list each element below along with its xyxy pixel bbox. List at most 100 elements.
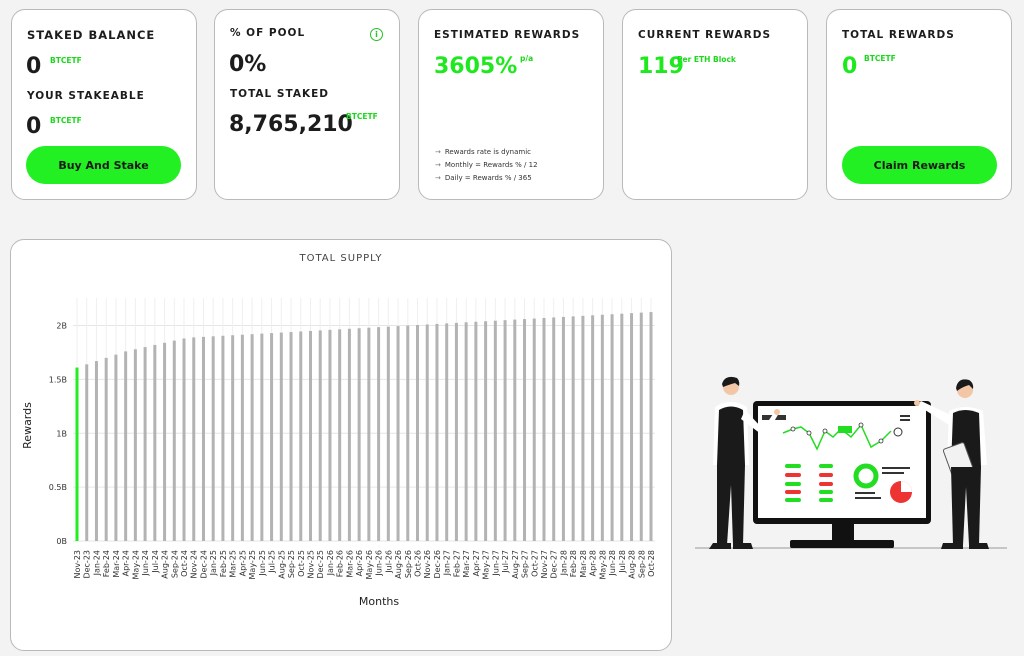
staked-balance-label: STAKED BALANCE (27, 28, 156, 42)
x-tick-label: Mar-28 (579, 550, 588, 578)
x-tick-label: Jul-26 (384, 550, 393, 574)
x-tick-label: Jan-27 (443, 550, 452, 576)
bar (153, 344, 157, 541)
staked-balance-card: STAKED BALANCE 0 BTCETF YOUR STAKEABLE 0… (11, 9, 197, 200)
x-tick-label: Nov-26 (423, 550, 432, 578)
bar (581, 315, 585, 541)
x-tick-label: Sep-25 (287, 550, 296, 578)
x-tick-label: Dec-24 (199, 550, 208, 579)
arrow-right-icon: → (435, 174, 441, 182)
pool-value: 0% (229, 52, 267, 77)
x-tick-label: Jan-28 (559, 550, 568, 576)
x-tick-label: Aug-28 (628, 550, 637, 579)
estimated-rewards-unit: p/a (520, 54, 534, 63)
x-tick-label: Jun-24 (141, 550, 150, 577)
bar (289, 332, 293, 541)
x-tick-label: Jul-25 (268, 550, 277, 574)
x-tick-label: Mar-25 (229, 550, 238, 578)
x-tick-label: Feb-27 (452, 550, 461, 577)
bar (367, 327, 371, 541)
bar (260, 333, 264, 541)
current-rewards-card: CURRENT REWARDS 119 Per ETH Block (622, 9, 808, 200)
pool-label: % OF POOL (230, 27, 306, 39)
x-tick-label: Dec-25 (316, 550, 325, 579)
business-people-dashboard-illustration (695, 376, 1007, 549)
bar (484, 321, 488, 541)
bar (308, 330, 312, 541)
bar (328, 329, 332, 541)
x-tick-label: Apr-26 (355, 550, 364, 576)
stakeable-unit: BTCETF (50, 116, 82, 125)
x-tick-label: Feb-28 (569, 550, 578, 577)
y-tick-label: 2B (56, 322, 67, 331)
bar (591, 315, 595, 541)
x-tick-label: Feb-26 (336, 550, 345, 577)
estimated-rewards-value: 3605% (434, 54, 518, 79)
y-tick-label: 0.5B (49, 483, 67, 492)
bar (561, 316, 565, 541)
rewards-notes: → Rewards rate is dynamic → Monthly = Rewa… (435, 146, 538, 185)
x-tick-label: Jan-26 (326, 550, 335, 576)
x-tick-label: Nov-23 (73, 550, 82, 578)
x-tick-label: Jul-28 (618, 550, 627, 574)
bar (571, 316, 575, 541)
x-tick-label: Dec-27 (550, 550, 559, 579)
chart-title: TOTAL SUPPLY (299, 253, 383, 264)
x-axis-label: Months (359, 595, 399, 608)
bar (133, 349, 137, 541)
x-tick-label: May-28 (598, 550, 607, 579)
x-tick-label: Jun-27 (491, 550, 500, 577)
y-tick-label: 0B (56, 537, 67, 546)
x-tick-label: Sep-28 (637, 550, 646, 578)
x-tick-label: Apr-24 (122, 550, 131, 576)
x-tick-label: Feb-24 (102, 550, 111, 577)
y-tick-label: 1B (56, 429, 67, 438)
bar (211, 336, 215, 541)
current-rewards-label: CURRENT REWARDS (638, 29, 772, 41)
bar (552, 317, 556, 541)
x-tick-label: Nov-25 (306, 550, 315, 578)
bar (532, 318, 536, 541)
buy-and-stake-button[interactable]: Buy And Stake (26, 146, 181, 184)
claim-rewards-button[interactable]: Claim Rewards (842, 146, 997, 184)
bar (338, 329, 342, 541)
bar (221, 335, 225, 541)
bar (386, 326, 390, 541)
bar (75, 367, 79, 541)
x-tick-label: Oct-27 (530, 550, 539, 577)
x-tick-label: May-25 (248, 550, 257, 579)
bar (630, 313, 634, 541)
x-tick-label: Oct-25 (297, 550, 306, 577)
x-tick-label: Jan-25 (209, 550, 218, 576)
info-icon[interactable]: i (370, 28, 383, 41)
x-tick-label: Apr-27 (472, 550, 481, 576)
bar (318, 330, 322, 541)
bar (163, 342, 167, 541)
staked-balance-value: 0 (26, 54, 42, 79)
stakeable-label: YOUR STAKEABLE (27, 90, 145, 102)
bar (639, 312, 643, 541)
bar (182, 338, 186, 541)
bar (85, 364, 89, 541)
bar (94, 361, 98, 541)
bar (513, 319, 517, 541)
bar (396, 326, 400, 541)
note-item: → Monthly = Rewards % / 12 (435, 161, 538, 169)
staked-balance-unit: BTCETF (50, 56, 82, 65)
bar (416, 325, 420, 541)
x-tick-label: Aug-27 (511, 550, 520, 579)
estimated-rewards-card: ESTIMATED REWARDS 3605% p/a → Rewards rat… (418, 9, 604, 200)
x-tick-label: Sep-27 (521, 550, 530, 578)
x-tick-label: May-26 (365, 550, 374, 579)
x-tick-label: Oct-24 (180, 550, 189, 577)
x-tick-label: Feb-25 (219, 550, 228, 577)
bar (610, 314, 614, 541)
total-rewards-unit: BTCETF (864, 54, 896, 63)
arrow-right-icon: → (435, 148, 441, 156)
x-tick-label: Nov-27 (540, 550, 549, 578)
bar (620, 313, 624, 541)
x-tick-label: May-27 (482, 550, 491, 579)
estimated-rewards-label: ESTIMATED REWARDS (434, 29, 581, 41)
x-tick-label: Oct-28 (647, 550, 656, 577)
total-supply-chart: TOTAL SUPPLY 0B 0.5B 1B 1.5B 2B Nov-23 Dec-23 J… (10, 239, 672, 651)
